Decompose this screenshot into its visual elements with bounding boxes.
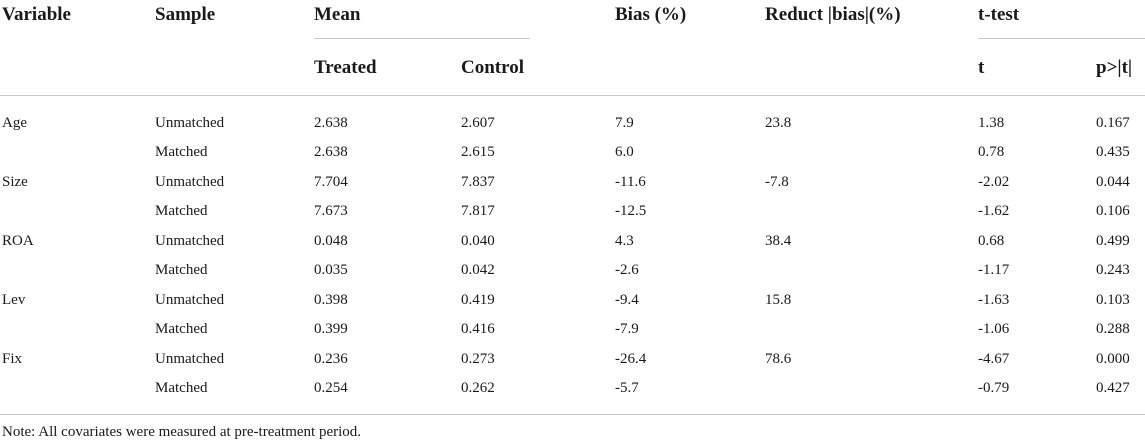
cell-variable: Age <box>2 115 27 131</box>
header-reduct-bias: Reduct |bias|(%) <box>765 4 901 25</box>
cell-t: -1.63 <box>978 292 1010 308</box>
cell-treated: 2.638 <box>314 115 348 131</box>
cell-t: -2.02 <box>978 174 1010 190</box>
cell-t: -0.79 <box>978 380 1010 396</box>
header-treated: Treated <box>314 57 377 78</box>
cell-treated: 7.704 <box>314 174 348 190</box>
header-t-test: t-test <box>978 4 1020 25</box>
cell-bias: -7.9 <box>615 321 639 337</box>
cell-bias: -9.4 <box>615 292 639 308</box>
cell-reduct: 38.4 <box>765 233 792 249</box>
header-t: t <box>978 57 985 78</box>
cell-bias: -11.6 <box>615 174 646 190</box>
header-p-value: p>|t| <box>1096 57 1133 78</box>
cell-control: 0.040 <box>461 233 495 249</box>
cell-treated: 0.399 <box>314 321 348 337</box>
cell-variable: Fix <box>2 351 23 367</box>
cell-treated: 2.638 <box>314 144 348 160</box>
cell-treated: 0.398 <box>314 292 348 308</box>
cell-sample: Unmatched <box>155 292 225 308</box>
cell-bias: 4.3 <box>615 233 634 249</box>
cell-t: 1.38 <box>978 115 1005 131</box>
cell-p: 0.435 <box>1096 144 1130 160</box>
cell-control: 7.837 <box>461 174 495 190</box>
cell-treated: 0.048 <box>314 233 348 249</box>
cell-t: 0.68 <box>978 233 1005 249</box>
header-bias: Bias (%) <box>615 4 687 25</box>
cell-reduct: -7.8 <box>765 174 789 190</box>
cell-p: 0.243 <box>1096 262 1130 278</box>
cell-reduct: 23.8 <box>765 115 792 131</box>
cell-t: 0.78 <box>978 144 1005 160</box>
cell-sample: Matched <box>155 380 208 396</box>
t-test-group-rule <box>978 38 1145 39</box>
cell-bias: -2.6 <box>615 262 639 278</box>
cell-reduct: 15.8 <box>765 292 792 308</box>
cell-control: 0.416 <box>461 321 495 337</box>
cell-control: 0.419 <box>461 292 495 308</box>
cell-p: 0.103 <box>1096 292 1130 308</box>
cell-sample: Matched <box>155 203 208 219</box>
cell-sample: Unmatched <box>155 115 225 131</box>
cell-sample: Matched <box>155 262 208 278</box>
cell-sample: Unmatched <box>155 351 225 367</box>
cell-p: 0.499 <box>1096 233 1130 249</box>
cell-t: -1.06 <box>978 321 1010 337</box>
cell-t: -4.67 <box>978 351 1010 367</box>
cell-sample: Matched <box>155 321 208 337</box>
table-note: Note: All covariates were measured at pr… <box>2 424 362 440</box>
cell-p: 0.427 <box>1096 380 1130 396</box>
cell-control: 2.607 <box>461 115 495 131</box>
cell-p: 0.167 <box>1096 115 1130 131</box>
cell-treated: 0.236 <box>314 351 348 367</box>
cell-control: 0.262 <box>461 380 495 396</box>
header-variable: Variable <box>2 4 71 25</box>
cell-p: 0.288 <box>1096 321 1130 337</box>
cell-sample: Unmatched <box>155 174 225 190</box>
cell-bias: -12.5 <box>615 203 647 219</box>
cell-control: 0.042 <box>461 262 495 278</box>
cell-treated: 0.254 <box>314 380 348 396</box>
cell-t: -1.17 <box>978 262 1010 278</box>
cell-bias: 6.0 <box>615 144 634 160</box>
cell-p: 0.106 <box>1096 203 1130 219</box>
cell-control: 2.615 <box>461 144 495 160</box>
cell-t: -1.62 <box>978 203 1010 219</box>
mean-group-rule <box>314 38 530 39</box>
header-control: Control <box>461 57 524 78</box>
cell-sample: Matched <box>155 144 208 160</box>
cell-p: 0.044 <box>1096 174 1130 190</box>
header-bottom-rule <box>0 95 1145 96</box>
cell-bias: -26.4 <box>615 351 647 367</box>
cell-variable: Lev <box>2 292 26 308</box>
cell-variable: Size <box>2 174 28 190</box>
cell-control: 0.273 <box>461 351 495 367</box>
cell-treated: 0.035 <box>314 262 348 278</box>
header-mean: Mean <box>314 4 361 25</box>
cell-bias: -5.7 <box>615 380 639 396</box>
cell-treated: 7.673 <box>314 203 348 219</box>
cell-control: 7.817 <box>461 203 495 219</box>
table-bottom-rule <box>0 414 1145 415</box>
cell-reduct: 78.6 <box>765 351 792 367</box>
cell-bias: 7.9 <box>615 115 634 131</box>
cell-variable: ROA <box>2 233 34 249</box>
header-sample: Sample <box>155 4 216 25</box>
cell-p: 0.000 <box>1096 351 1130 367</box>
cell-sample: Unmatched <box>155 233 225 249</box>
